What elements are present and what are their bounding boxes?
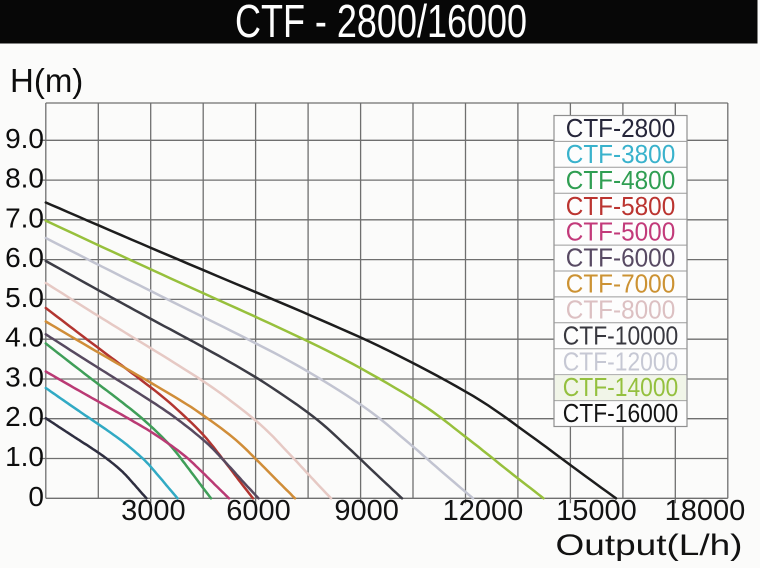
svg-text:CTF-16000: CTF-16000: [563, 398, 679, 428]
svg-text:CTF-3800: CTF-3800: [566, 139, 676, 169]
svg-text:CTF-5800: CTF-5800: [566, 191, 676, 221]
svg-text:3000: 3000: [121, 495, 186, 527]
svg-text:CTF-2800: CTF-2800: [566, 113, 676, 143]
svg-text:CTF-6000: CTF-6000: [566, 243, 676, 273]
svg-text:12000: 12000: [443, 495, 524, 527]
svg-text:6.0: 6.0: [5, 242, 44, 273]
svg-text:18000: 18000: [665, 495, 746, 527]
svg-text:3.0: 3.0: [5, 362, 44, 393]
svg-text:CTF-12000: CTF-12000: [563, 346, 679, 376]
svg-text:5.0: 5.0: [5, 282, 44, 313]
svg-text:4.0: 4.0: [5, 322, 44, 353]
svg-text:1.0: 1.0: [5, 441, 44, 472]
svg-text:9.0: 9.0: [5, 123, 44, 154]
svg-text:CTF-8000: CTF-8000: [566, 295, 676, 325]
svg-text:2.0: 2.0: [5, 401, 44, 432]
svg-text:6000: 6000: [226, 495, 291, 527]
svg-text:15000: 15000: [556, 495, 637, 527]
svg-text:CTF-14000: CTF-14000: [563, 372, 679, 402]
svg-text:7.0: 7.0: [5, 202, 44, 233]
svg-text:9000: 9000: [334, 495, 399, 527]
svg-text:8.0: 8.0: [5, 163, 44, 194]
svg-text:CTF-4800: CTF-4800: [566, 165, 676, 195]
svg-text:CTF-7000: CTF-7000: [566, 269, 676, 299]
svg-text:CTF-5000: CTF-5000: [566, 217, 676, 247]
svg-text:CTF - 2800/16000: CTF - 2800/16000: [235, 0, 527, 47]
svg-text:CTF-10000: CTF-10000: [563, 320, 679, 350]
svg-text:Output(L/h): Output(L/h): [556, 529, 743, 562]
svg-text:0: 0: [28, 481, 44, 512]
svg-text:H(m): H(m): [10, 62, 83, 99]
